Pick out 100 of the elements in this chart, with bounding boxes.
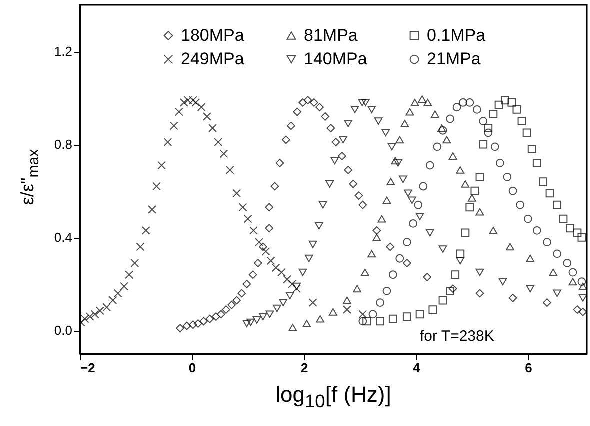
point — [438, 124, 446, 132]
point — [496, 159, 504, 168]
point — [358, 317, 368, 326]
point — [416, 213, 424, 220]
point — [188, 320, 198, 330]
point — [578, 282, 587, 290]
point — [326, 124, 336, 133]
point — [338, 152, 346, 160]
point — [532, 159, 542, 168]
point — [276, 159, 284, 168]
point — [197, 103, 206, 112]
point — [86, 312, 94, 321]
point — [376, 317, 384, 326]
point — [266, 310, 274, 318]
point — [423, 273, 432, 282]
point — [568, 268, 578, 277]
point — [372, 234, 382, 242]
point — [315, 222, 324, 230]
point — [479, 117, 488, 126]
point — [546, 189, 554, 198]
point — [522, 128, 532, 138]
point — [573, 228, 582, 238]
point — [516, 200, 525, 210]
point — [226, 166, 234, 174]
point — [158, 161, 166, 170]
point — [404, 190, 412, 198]
point — [442, 136, 452, 144]
point — [286, 122, 296, 130]
point — [501, 96, 510, 105]
point — [543, 238, 552, 247]
point — [388, 314, 398, 324]
point — [206, 314, 214, 324]
point — [339, 136, 348, 144]
point — [282, 136, 290, 144]
x-tick-label: −2 — [80, 360, 96, 376]
point — [148, 206, 156, 214]
point — [532, 226, 542, 235]
point — [298, 98, 308, 107]
point — [489, 226, 498, 234]
point — [503, 172, 512, 182]
point — [372, 226, 382, 235]
point — [90, 310, 100, 319]
point — [461, 180, 470, 188]
point — [426, 161, 434, 170]
point — [255, 238, 264, 247]
point — [214, 138, 223, 146]
point — [553, 290, 562, 298]
point — [358, 200, 368, 210]
point — [174, 108, 184, 116]
point — [182, 322, 192, 330]
point — [426, 229, 434, 237]
point — [265, 224, 274, 233]
point — [402, 238, 412, 247]
point — [286, 292, 294, 300]
point — [343, 306, 352, 314]
point — [238, 203, 248, 212]
point — [330, 157, 340, 165]
point — [316, 103, 324, 112]
point — [272, 264, 280, 272]
point — [368, 250, 376, 258]
point — [293, 108, 302, 116]
point — [402, 312, 412, 321]
y-tick-label: 1.2 — [54, 44, 72, 60]
point — [391, 157, 400, 165]
point — [252, 316, 262, 324]
legend-label: 180MPa — [181, 26, 245, 45]
point — [489, 110, 498, 119]
point — [543, 298, 552, 308]
point — [265, 203, 274, 212]
x-tick-label: 4 — [413, 360, 422, 376]
point — [424, 99, 432, 106]
point — [476, 268, 484, 276]
point — [80, 314, 90, 324]
point — [232, 189, 242, 198]
x-axis-title: log$_{10}$[f (Hz)] — [274, 382, 392, 412]
point — [102, 303, 112, 312]
point — [448, 152, 458, 160]
point — [120, 282, 128, 291]
point — [202, 112, 212, 121]
point — [526, 254, 535, 262]
point — [484, 124, 493, 133]
x-tick-label: 0 — [188, 360, 196, 376]
point — [376, 298, 384, 308]
point — [476, 289, 484, 298]
point — [382, 286, 392, 296]
point — [433, 142, 442, 152]
point — [310, 98, 318, 107]
point — [378, 215, 386, 223]
point — [270, 182, 280, 191]
y-tick-label: 0.8 — [54, 137, 72, 152]
y-tick-label: 0.4 — [54, 230, 72, 246]
point — [438, 296, 448, 305]
point — [578, 233, 586, 242]
point — [222, 306, 230, 314]
point — [220, 150, 228, 158]
point — [559, 214, 568, 224]
point — [142, 226, 150, 235]
point — [254, 259, 262, 268]
point — [321, 112, 330, 121]
point — [292, 282, 302, 290]
